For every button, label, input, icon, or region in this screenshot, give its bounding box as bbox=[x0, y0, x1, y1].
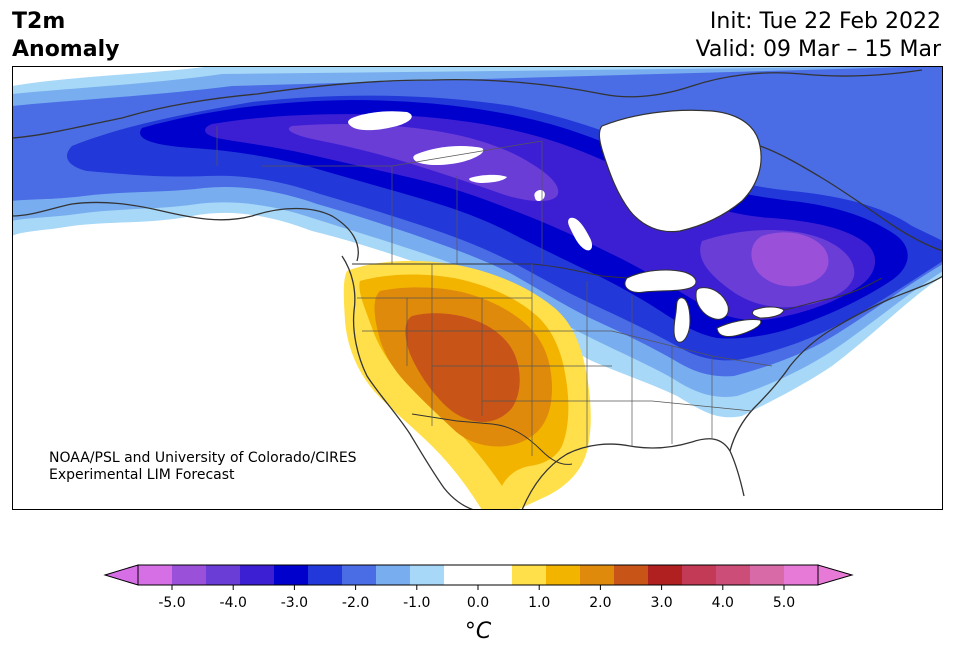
colorbar-tick-label: -2.0 bbox=[342, 595, 369, 611]
title-line-1: T2m bbox=[12, 9, 66, 34]
lake-michigan bbox=[673, 297, 691, 343]
great-bear-lake bbox=[348, 111, 412, 131]
colorbar-cell bbox=[478, 565, 513, 585]
title-line-2: Anomaly bbox=[12, 37, 120, 62]
alaska-coast bbox=[12, 201, 359, 262]
hudson-bay bbox=[598, 109, 762, 233]
lake-winnipeg bbox=[568, 217, 593, 251]
colorbar-tick-label: -1.0 bbox=[403, 595, 430, 611]
colorbar-cell bbox=[614, 565, 649, 585]
map-boundaries bbox=[12, 69, 943, 510]
colorbar-tick-label: 1.0 bbox=[528, 595, 550, 611]
province-line-5 bbox=[262, 140, 543, 167]
date-info: Init: Tue 22 Feb 2022 Valid: 09 Mar – 15… bbox=[696, 8, 941, 64]
colorbar-cell bbox=[648, 565, 683, 585]
cold-band-7 bbox=[288, 124, 855, 308]
lake-ontario bbox=[751, 306, 785, 319]
water-bodies bbox=[348, 109, 785, 343]
lake-erie bbox=[716, 319, 762, 337]
us-canada-border-east bbox=[783, 277, 883, 311]
colorbar-cell bbox=[682, 565, 717, 585]
us-mexico-border bbox=[411, 413, 573, 465]
colorbar-cell bbox=[172, 565, 207, 585]
colorbar-unit-label: °C bbox=[465, 619, 492, 644]
colorbar-ticks: -5.0 -4.0 -3.0 -2.0 -1.0 0.0 1.0 2.0 3.0 4.0 5.0 bbox=[158, 585, 795, 611]
colorbar-tick-label: -4.0 bbox=[220, 595, 247, 611]
lake-huron bbox=[695, 287, 729, 320]
anomaly-map bbox=[12, 66, 943, 510]
credit-line-1: NOAA/PSL and University of Colorado/CIRE… bbox=[49, 450, 357, 466]
colorbar-cell bbox=[716, 565, 751, 585]
warm-band-4 bbox=[405, 313, 520, 422]
colorbar-cell bbox=[308, 565, 343, 585]
colorbar-cell bbox=[376, 565, 411, 585]
colorbar-cell bbox=[138, 565, 173, 585]
lake-superior bbox=[624, 269, 697, 293]
colorbar-cell bbox=[546, 565, 581, 585]
cold-band-8 bbox=[751, 232, 829, 287]
credit-text: NOAA/PSL and University of Colorado/CIRE… bbox=[49, 450, 357, 484]
colorbar-cell bbox=[274, 565, 309, 585]
colorbar-over-arrow bbox=[817, 564, 854, 586]
credit-line-2: Experimental LIM Forecast bbox=[49, 467, 235, 483]
colorbar-tick-label: 0.0 bbox=[467, 595, 489, 611]
colorbar-tick-label: 3.0 bbox=[650, 595, 672, 611]
plot-title: T2m Anomaly bbox=[12, 8, 119, 64]
great-slave-lake bbox=[413, 146, 484, 165]
gulf-coast bbox=[521, 438, 745, 510]
colorbar-cell bbox=[580, 565, 615, 585]
north-coastline bbox=[12, 69, 923, 139]
colorbar: -5.0 -4.0 -3.0 -2.0 -1.0 0.0 1.0 2.0 3.0 4.0 5.0 °… bbox=[103, 564, 854, 644]
warm-anomaly-region bbox=[343, 260, 591, 510]
colorbar-cell bbox=[410, 565, 445, 585]
colorbar-tick-label: 5.0 bbox=[773, 595, 795, 611]
lake-athabasca bbox=[469, 174, 507, 183]
colorbar-tick-label: -3.0 bbox=[281, 595, 308, 611]
colorbar-cell bbox=[784, 565, 819, 585]
colorbar-tick-label: -5.0 bbox=[158, 595, 185, 611]
atlantic-coast bbox=[729, 275, 943, 452]
pacific-coast bbox=[341, 255, 475, 510]
colorbar-cell bbox=[512, 565, 547, 585]
colorbar-cell bbox=[240, 565, 275, 585]
state-line-13 bbox=[651, 400, 753, 412]
colorbar-under-arrow bbox=[103, 564, 139, 586]
init-date: Init: Tue 22 Feb 2022 bbox=[709, 9, 941, 34]
colorbar-cell bbox=[342, 565, 377, 585]
colorbar-cell bbox=[750, 565, 785, 585]
colorbar-cell bbox=[206, 565, 241, 585]
colorbar-cells bbox=[138, 565, 819, 585]
colorbar-cell bbox=[444, 565, 479, 585]
labrador-coast bbox=[759, 145, 943, 252]
colorbar-tick-label: 2.0 bbox=[589, 595, 611, 611]
valid-date: Valid: 09 Mar – 15 Mar bbox=[695, 37, 941, 62]
colorbar-tick-label: 4.0 bbox=[712, 595, 734, 611]
map-frame bbox=[12, 66, 943, 510]
state-province-lines bbox=[216, 126, 773, 456]
us-canada-border bbox=[352, 263, 628, 279]
